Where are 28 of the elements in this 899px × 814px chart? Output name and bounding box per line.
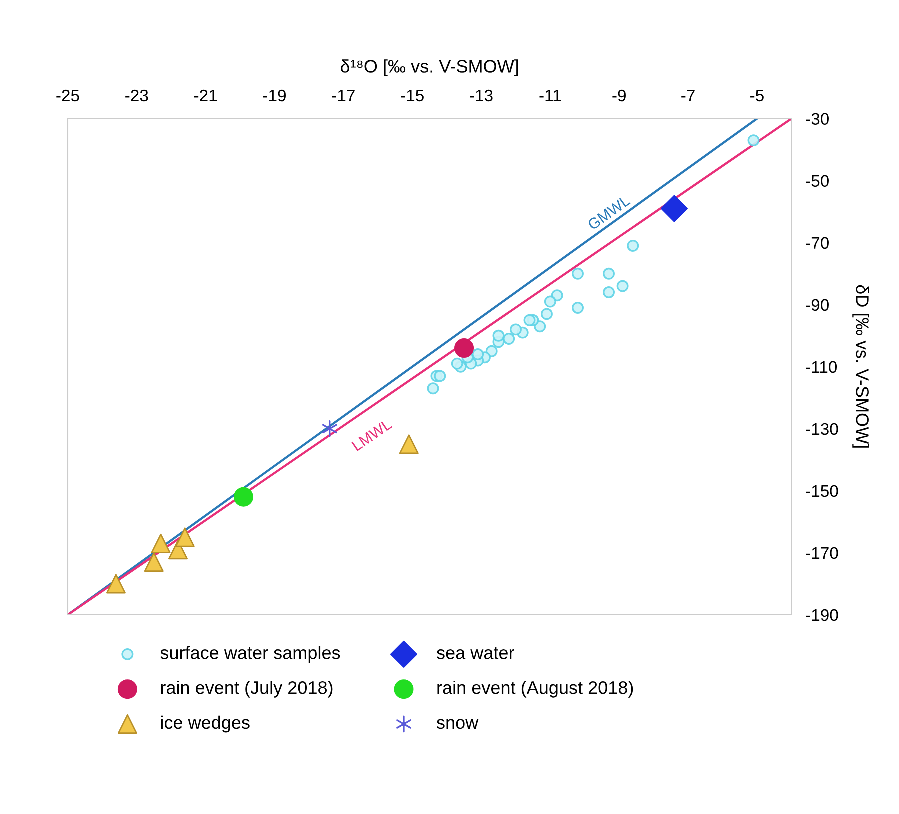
x-tick-label: -23 bbox=[126, 90, 148, 102]
y-tick-label: -130 bbox=[806, 423, 838, 436]
x-axis-title: δ¹⁸O [‰ vs. V-SMOW] bbox=[340, 60, 518, 76]
x-tick-label: -19 bbox=[263, 90, 286, 102]
x-tick-label: -13 bbox=[470, 90, 493, 102]
y-tick-label: -90 bbox=[806, 299, 829, 312]
legend-label: ice wedges bbox=[161, 716, 250, 733]
x-tick-label: -11 bbox=[540, 90, 562, 102]
y-tick-label: -30 bbox=[806, 113, 829, 126]
x-tick-label: -9 bbox=[612, 90, 626, 102]
legend-label: rain event (August 2018) bbox=[438, 681, 634, 698]
x-tick-label: -15 bbox=[401, 90, 424, 102]
y-tick-label: -150 bbox=[806, 485, 838, 498]
x-tick-label: -25 bbox=[56, 90, 80, 102]
y-tick-label: -190 bbox=[806, 609, 838, 622]
legend-label: surface water samples bbox=[160, 646, 340, 663]
legend-label: snow bbox=[436, 719, 479, 730]
x-tick-label: -21 bbox=[194, 90, 218, 102]
legend-label: rain event (July 2018) bbox=[161, 681, 333, 698]
y-tick-label: -110 bbox=[806, 361, 838, 374]
y-tick-label: -170 bbox=[806, 547, 838, 560]
y-tick-label: -50 bbox=[806, 175, 829, 188]
y-tick-label: -70 bbox=[806, 237, 829, 250]
x-tick-label: -5 bbox=[750, 90, 764, 102]
x-tick-label: -17 bbox=[332, 90, 355, 102]
legend-label: sea water bbox=[436, 648, 514, 660]
y-axis-title: δD [‰ vs. V-SMOW] bbox=[852, 285, 870, 448]
x-tick-label: -7 bbox=[682, 90, 695, 102]
